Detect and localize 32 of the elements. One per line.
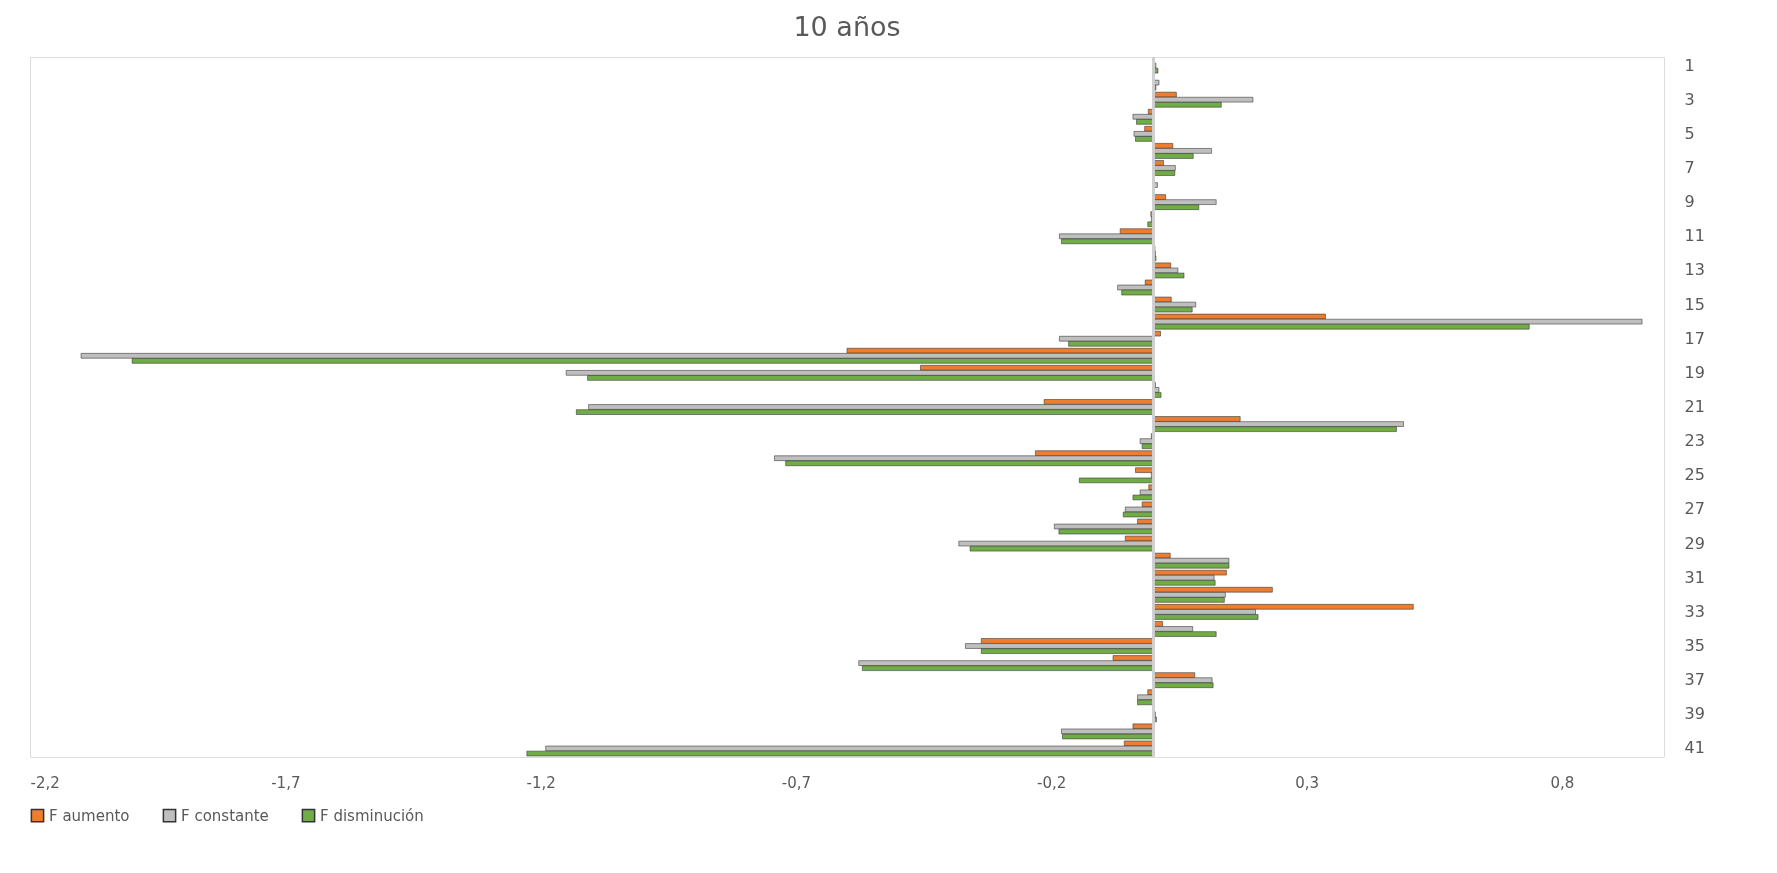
- y-tick-label: 11: [1684, 226, 1705, 246]
- y-tick-label: 25: [1684, 465, 1705, 485]
- y-tick-label: 1: [1684, 55, 1695, 75]
- y-tick-label: 19: [1684, 362, 1705, 382]
- y-tick-label: 37: [1684, 670, 1705, 690]
- x-tick-label: -0,2: [1037, 773, 1067, 792]
- y-tick-label: 7: [1684, 157, 1695, 177]
- y-tick-label: 23: [1684, 431, 1705, 451]
- y-tick-label: 33: [1684, 601, 1705, 621]
- x-tick-label: -1,7: [271, 773, 301, 792]
- y-tick-label: 21: [1684, 397, 1705, 416]
- y-tick-label: 13: [1684, 260, 1705, 280]
- x-tick-label: -1,2: [526, 773, 556, 792]
- legend-label: F constante: [181, 806, 269, 825]
- legend-label: F disminución: [320, 806, 424, 825]
- y-tick-label: 9: [1684, 192, 1695, 212]
- y-tick-label: 39: [1684, 704, 1705, 724]
- x-tick-label: -2,2: [30, 773, 60, 792]
- legend-label: F aumento: [49, 806, 130, 825]
- x-tick-label: -0,7: [781, 773, 812, 792]
- y-tick-label: 29: [1684, 533, 1705, 553]
- y-tick-label: 35: [1684, 636, 1705, 656]
- y-tick-label: 17: [1684, 328, 1705, 348]
- x-tick-label: 0,3: [1295, 773, 1319, 792]
- x-tick-label: 0,8: [1550, 773, 1575, 792]
- chart-title: 10 años: [793, 11, 901, 43]
- y-tick-label: 41: [1684, 738, 1705, 758]
- y-tick-label: 15: [1684, 294, 1705, 314]
- y-tick-label: 31: [1684, 567, 1705, 587]
- y-tick-label: 27: [1684, 499, 1705, 519]
- y-tick-label: 5: [1684, 123, 1695, 143]
- y-tick-label: 3: [1684, 89, 1695, 109]
